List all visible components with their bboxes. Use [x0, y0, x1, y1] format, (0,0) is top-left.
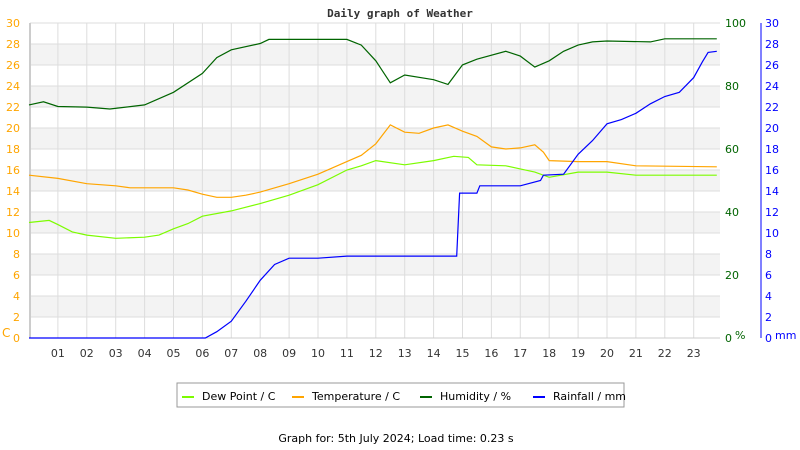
- left-axis-unit: C: [2, 326, 10, 340]
- rain-tick-label: 28: [765, 38, 779, 51]
- left-tick-label: 14: [6, 185, 20, 198]
- x-tick-label: 01: [51, 347, 65, 360]
- x-tick-label: 13: [398, 347, 412, 360]
- humidity-tick-label: 40: [725, 206, 739, 219]
- series-line-humidity: [28, 38, 717, 110]
- rain-tick-label: 30: [765, 17, 779, 30]
- x-tick-label: 20: [600, 347, 614, 360]
- grid-band: [30, 44, 720, 65]
- left-tick-label: 24: [6, 80, 20, 93]
- x-tick-label: 19: [571, 347, 585, 360]
- rain-tick-label: 8: [765, 248, 772, 261]
- humidity-tick-label: 60: [725, 143, 739, 156]
- series-line-temperature: [28, 124, 717, 198]
- rain-tick-label: 4: [765, 290, 772, 303]
- humidity-tick-label: 0: [725, 332, 732, 345]
- left-tick-label: 28: [6, 38, 20, 51]
- rain-tick-label: 12: [765, 206, 779, 219]
- x-tick-label: 15: [456, 347, 470, 360]
- x-tick-label: 08: [253, 347, 267, 360]
- left-tick-label: 26: [6, 59, 20, 72]
- x-tick-label: 14: [427, 347, 441, 360]
- humidity-axis-unit: %: [735, 329, 745, 342]
- x-tick-label: 16: [484, 347, 498, 360]
- rain-tick-label: 10: [765, 227, 779, 240]
- rain-tick-label: 22: [765, 101, 779, 114]
- left-tick-label: 10: [6, 227, 20, 240]
- left-tick-label: 12: [6, 206, 20, 219]
- x-tick-label: 23: [687, 347, 701, 360]
- humidity-tick-label: 100: [725, 17, 746, 30]
- grid-band: [30, 212, 720, 233]
- left-tick-label: 8: [13, 248, 20, 261]
- humidity-tick-label: 20: [725, 269, 739, 282]
- grid-band: [30, 86, 720, 107]
- legend-label: Humidity / %: [440, 390, 511, 403]
- x-tick-label: 17: [513, 347, 527, 360]
- x-tick-label: 09: [282, 347, 296, 360]
- x-tick-label: 04: [138, 347, 152, 360]
- x-tick-label: 22: [658, 347, 672, 360]
- left-tick-label: 0: [13, 332, 20, 345]
- left-tick-label: 20: [6, 122, 20, 135]
- legend-box: [176, 382, 625, 408]
- x-tick-label: 05: [167, 347, 181, 360]
- rain-tick-label: 0: [765, 332, 772, 345]
- x-tick-label: 12: [369, 347, 383, 360]
- left-tick-label: 16: [6, 164, 20, 177]
- x-tick-label: 03: [109, 347, 123, 360]
- left-tick-label: 18: [6, 143, 20, 156]
- legend-label: Temperature / C: [311, 390, 400, 403]
- grid-band: [30, 296, 720, 317]
- x-tick-label: 11: [340, 347, 354, 360]
- rain-tick-label: 14: [765, 185, 779, 198]
- rain-tick-label: 2: [765, 311, 772, 324]
- legend-label: Dew Point / C: [202, 390, 276, 403]
- rain-tick-label: 20: [765, 122, 779, 135]
- left-tick-label: 2: [13, 311, 20, 324]
- x-tick-label: 18: [542, 347, 556, 360]
- left-tick-label: 30: [6, 17, 20, 30]
- left-tick-label: 22: [6, 101, 20, 114]
- grid-band: [30, 128, 720, 149]
- x-tick-label: 10: [311, 347, 325, 360]
- rain-axis-unit: mm: [775, 329, 796, 342]
- x-tick-label: 02: [80, 347, 94, 360]
- left-tick-label: 4: [13, 290, 20, 303]
- rain-tick-label: 18: [765, 143, 779, 156]
- chart-title: Daily graph of Weather: [327, 7, 473, 20]
- series-line-rainfall: [29, 50, 717, 339]
- left-tick-label: 6: [13, 269, 20, 282]
- rain-tick-label: 6: [765, 269, 772, 282]
- footer-text: Graph for: 5th July 2024; Load time: 0.2…: [278, 432, 514, 445]
- humidity-tick-label: 80: [725, 80, 739, 93]
- rain-tick-label: 16: [765, 164, 779, 177]
- legend-label: Rainfall / mm: [553, 390, 626, 403]
- grid-band: [30, 254, 720, 275]
- x-tick-label: 07: [224, 347, 238, 360]
- x-tick-label: 21: [629, 347, 643, 360]
- series-line-dew: [28, 155, 717, 239]
- x-tick-label: 06: [195, 347, 209, 360]
- rain-tick-label: 24: [765, 80, 779, 93]
- rain-tick-label: 26: [765, 59, 779, 72]
